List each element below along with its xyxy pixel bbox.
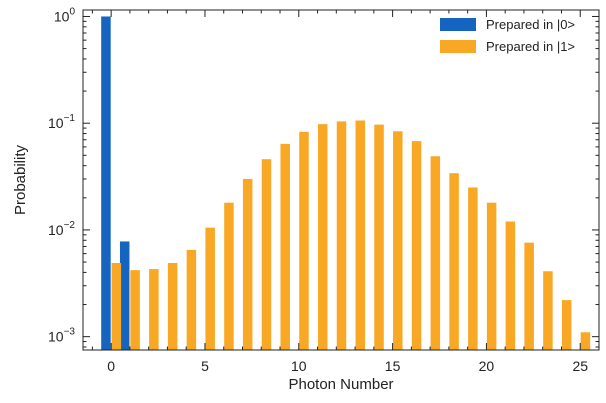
x-tick-label: 15	[385, 358, 401, 374]
bar-prepared-0-1	[119, 241, 130, 350]
bar-prepared-1-13	[355, 120, 366, 351]
bar-prepared-1-24	[561, 300, 572, 350]
x-tick-label: 0	[107, 358, 115, 374]
x-tick-label: 25	[572, 358, 588, 374]
bar-prepared-1-15	[393, 131, 403, 350]
bar-prepared-1-7	[242, 179, 253, 350]
bar-prepared-0-0	[101, 16, 111, 351]
bar-prepared-1-3	[167, 263, 178, 350]
bar-prepared-1-18	[449, 173, 459, 350]
bar-prepared-1-2	[149, 269, 159, 350]
bar-prepared-1-17	[430, 156, 441, 350]
bar-prepared-1-16	[411, 141, 422, 350]
bar-prepared-1-11	[317, 124, 328, 351]
x-tick-label: 5	[201, 358, 209, 374]
legend: Prepared in |0> Prepared in |1>	[440, 17, 575, 54]
bar-prepared-1-9	[280, 143, 290, 350]
bar-prepared-1-0	[111, 263, 122, 350]
legend-label: Prepared in |0>	[486, 17, 575, 32]
bar-prepared-1-14	[374, 124, 384, 350]
ticks-layer: 0 5 10 15 20 25 100 10−1 10−2 10−3	[48, 6, 599, 374]
x-tick-label: 20	[479, 358, 495, 374]
bars-layer	[101, 16, 591, 351]
bar-prepared-1-8	[261, 159, 272, 350]
bar-prepared-1-10	[299, 131, 309, 350]
bar-prepared-1-22	[524, 242, 534, 350]
legend-swatch	[440, 40, 476, 53]
y-tick-label: 10−1	[48, 113, 75, 131]
legend-label: Prepared in |1>	[486, 39, 575, 54]
y-tick-label: 10−3	[48, 327, 75, 345]
bar-prepared-1-20	[486, 202, 497, 350]
x-axis-title: Photon Number	[288, 376, 393, 393]
bar-prepared-1-5	[205, 227, 215, 350]
bar-prepared-1-21	[505, 221, 516, 350]
y-axis-title: Probability	[12, 144, 29, 215]
bar-prepared-1-23	[543, 271, 553, 350]
y-tick-label: 100	[54, 6, 76, 24]
x-tick-label: 10	[291, 358, 307, 374]
legend-swatch	[440, 18, 476, 31]
bar-prepared-1-25	[580, 332, 591, 350]
bar-prepared-1-4	[186, 249, 197, 350]
bar-prepared-1-12	[336, 121, 347, 350]
y-tick-label: 10−2	[48, 220, 75, 238]
bar-prepared-1-19	[468, 187, 478, 350]
bar-prepared-1-6	[224, 202, 234, 350]
plot-frame	[82, 9, 600, 351]
bar-prepared-1-1	[130, 270, 140, 350]
